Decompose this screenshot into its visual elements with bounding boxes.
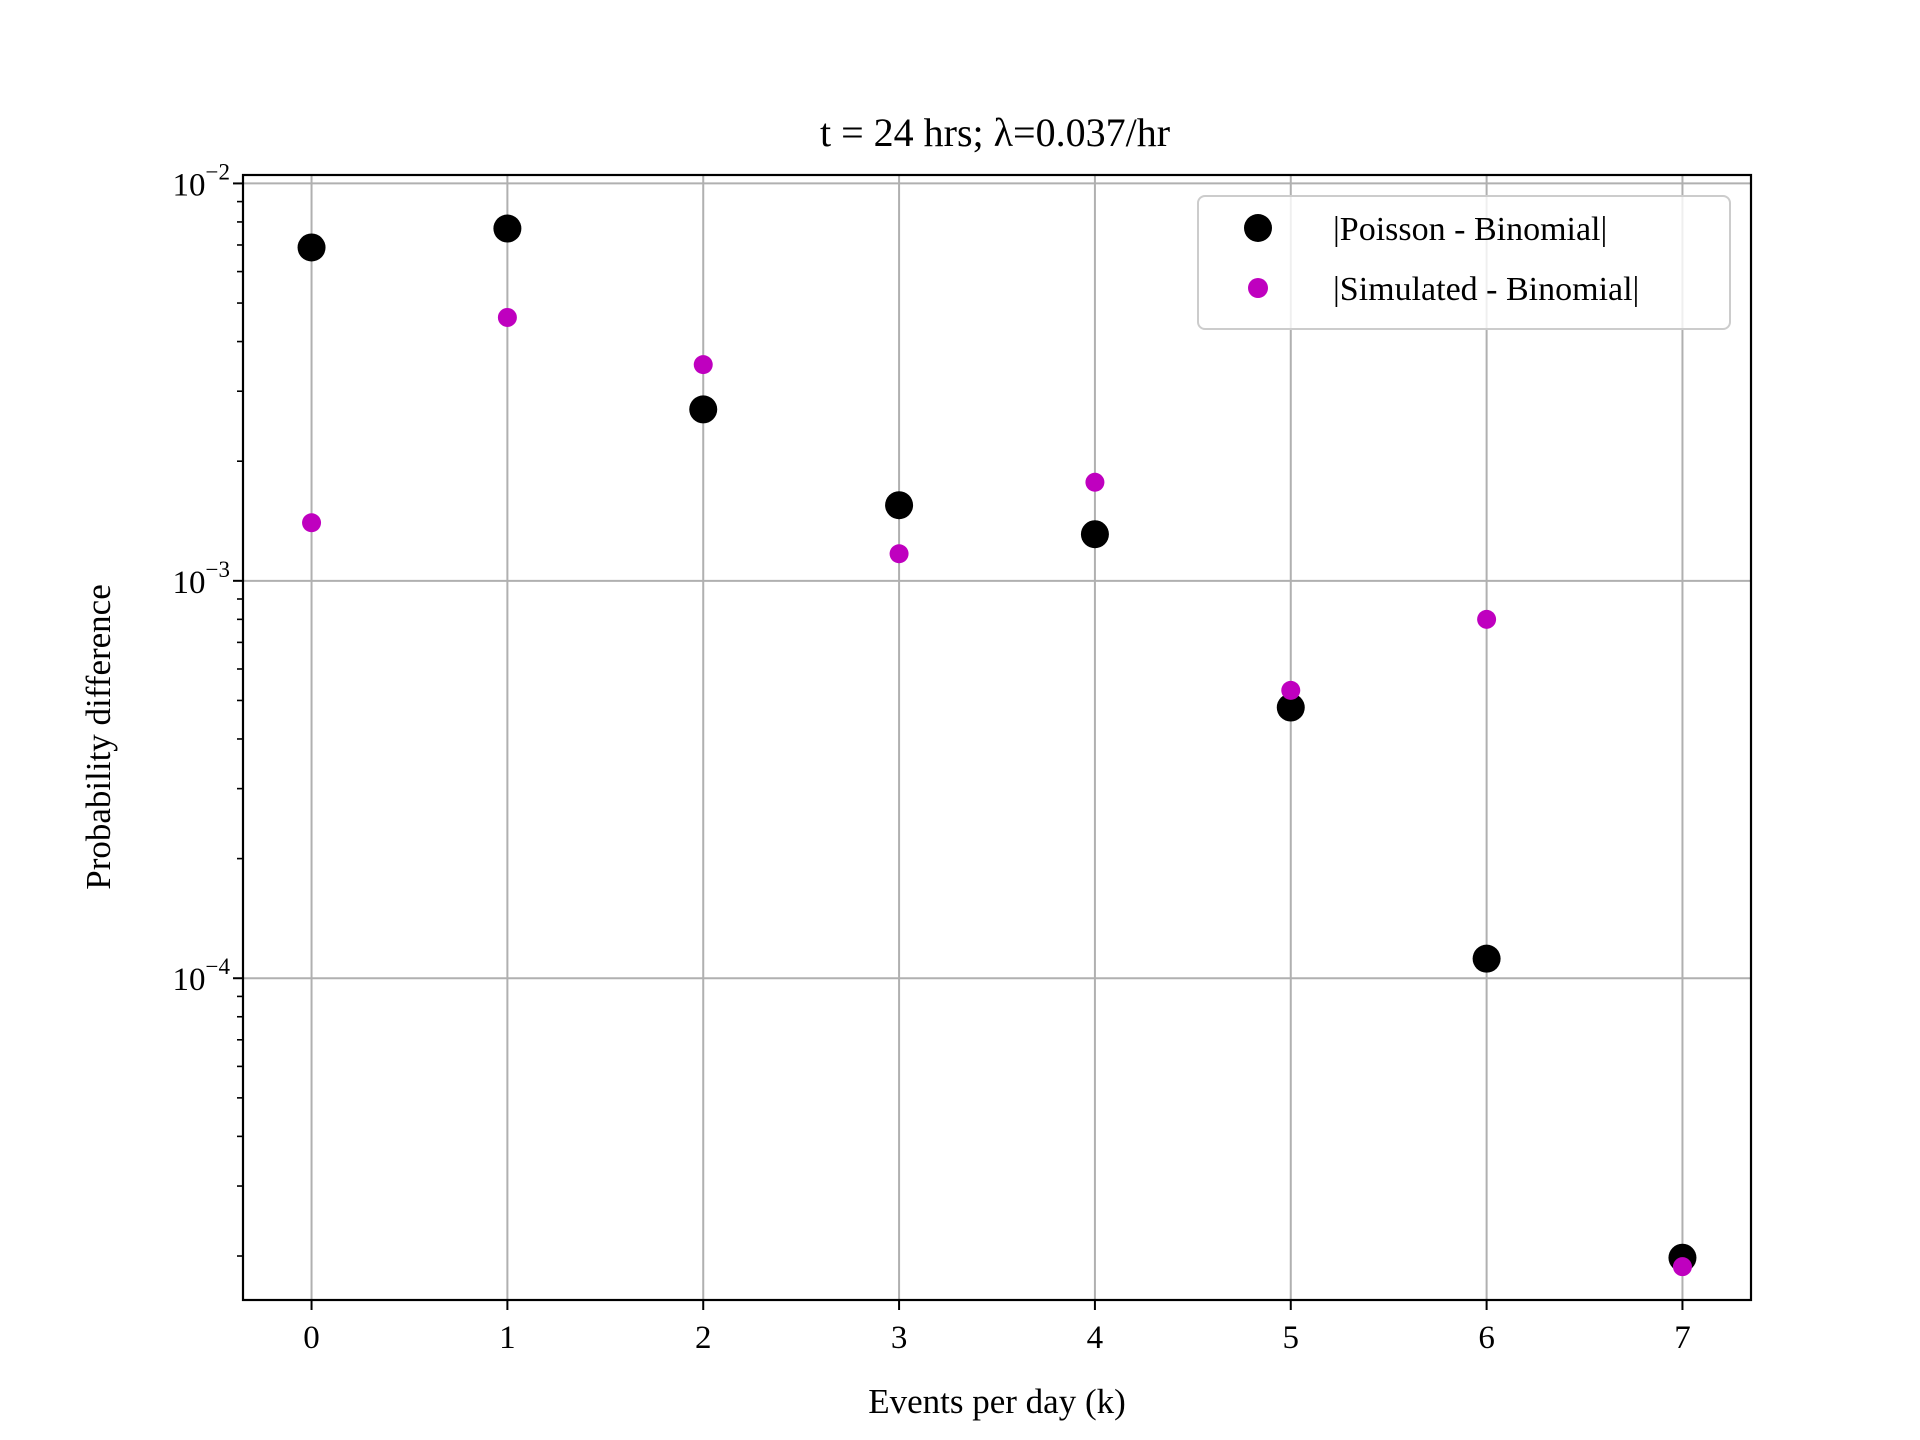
y-tick-label: 10−2 — [173, 159, 230, 203]
legend-label-simulated: |Simulated - Binomial| — [1333, 271, 1639, 308]
plot-frame — [241, 173, 1753, 1302]
y-tick-label: 10−3 — [173, 557, 230, 601]
x-tick-label: 1 — [499, 1320, 516, 1356]
poisson-binomial-point — [1472, 944, 1501, 973]
legend-marker-simulated — [1248, 278, 1268, 298]
chart-title: t = 24 hrs; λ=0.037/hr — [820, 110, 1170, 155]
simulated-binomial-point — [1672, 1257, 1692, 1277]
x-tick-label: 6 — [1478, 1320, 1495, 1356]
x-tick-label: 0 — [303, 1320, 320, 1356]
x-axis-label: Events per day (k) — [868, 1382, 1126, 1421]
poisson-binomial-point — [689, 395, 718, 424]
legend-marker-poisson — [1244, 214, 1272, 242]
simulated-binomial-point — [889, 544, 909, 564]
simulated-binomial-point — [497, 307, 517, 327]
poisson-binomial-point — [885, 491, 914, 520]
legend: |Poisson - Binomial| |Simulated - Binomi… — [1197, 195, 1731, 330]
x-tick-label: 4 — [1087, 1320, 1104, 1356]
legend-box — [1197, 195, 1731, 330]
x-tick-label: 2 — [695, 1320, 712, 1356]
poisson-binomial-point — [1276, 693, 1305, 722]
simulated-binomial-point — [1477, 609, 1497, 629]
poisson-binomial-point — [297, 233, 326, 262]
data-points — [297, 214, 1697, 1277]
simulated-binomial-point — [1085, 472, 1105, 492]
poisson-binomial-point — [493, 214, 522, 243]
axis-ticks: 0 1 2 3 4 5 6 7 10−4 10−3 10−2 — [173, 159, 1691, 1356]
simulated-binomial-point — [693, 355, 713, 375]
x-tick-label: 5 — [1283, 1320, 1300, 1356]
y-tick-label: 10−4 — [173, 954, 231, 998]
x-tick-label: 3 — [891, 1320, 908, 1356]
poisson-binomial-point — [1080, 520, 1109, 549]
y-axis-label: Probability difference — [79, 584, 118, 890]
simulated-binomial-point — [1281, 680, 1301, 700]
grid — [243, 175, 1751, 1300]
x-tick-label: 7 — [1674, 1320, 1691, 1356]
simulated-binomial-point — [302, 513, 322, 533]
legend-label-poisson: |Poisson - Binomial| — [1333, 211, 1607, 248]
